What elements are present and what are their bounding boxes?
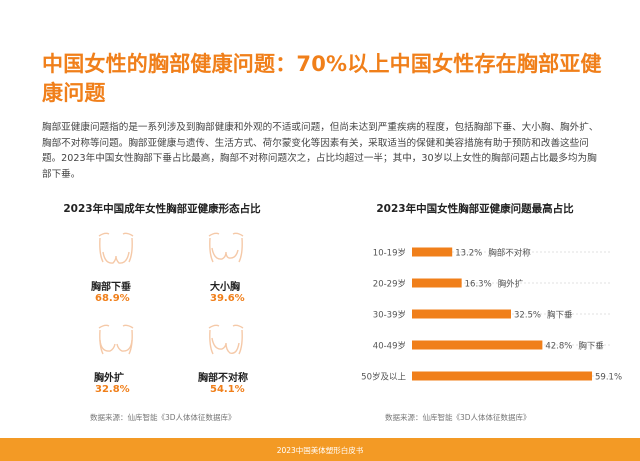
bar — [412, 278, 462, 288]
shape-name-wide-set: 胸外扩 — [94, 373, 124, 384]
category-label: 40-49岁 — [373, 341, 406, 352]
shape-name-asymmetric: 胸部不对称 — [198, 373, 248, 384]
left-section-title: 2023年中国成年女性胸部亚健康形态占比 — [63, 203, 261, 215]
value-label: 59.1% — [595, 373, 622, 383]
shape-pct-wide-set: 32.8% — [95, 384, 130, 395]
shape-name-sagging: 胸部下垂 — [91, 282, 131, 293]
value-label: 32.5% — [514, 311, 541, 321]
bar — [412, 371, 593, 381]
issue-label: 胸下垂 — [578, 341, 604, 352]
intro-paragraph: 胸部亚健康问题指的是一系列涉及到胸部健康和外观的不适或问题，但尚未达到严重疾病的… — [42, 122, 599, 180]
right-section-title: 2023年中国女性胸部亚健康问题最高占比 — [376, 203, 574, 215]
right-data-source: 数据来源：仙库智能《3D人体体征数据库》 — [385, 413, 531, 422]
issue-label: 胸下垂 — [547, 310, 573, 321]
page-title: 中国女性的胸部健康问题：70%以上中国女性存在胸部亚健康问题 — [42, 52, 602, 105]
category-label: 30-39岁 — [373, 310, 406, 321]
age-group-bar-chart: 10-19岁 13.2% 胸部不对称 20-29岁 16.3% 胸外扩 30-39岁 32.5… — [361, 247, 622, 383]
shape-pct-uneven: 39.6% — [210, 293, 245, 304]
footer-text: 2023中国美体塑形白皮书 — [276, 446, 364, 455]
asymmetric-chest-icon — [208, 324, 244, 355]
shape-pct-asymmetric: 54.1% — [210, 384, 245, 395]
category-label: 20-29岁 — [373, 279, 406, 290]
value-label: 13.2% — [455, 249, 482, 259]
bar — [412, 247, 453, 257]
issue-label: 胸外扩 — [498, 279, 524, 290]
value-label: 16.3% — [465, 280, 492, 290]
shape-pct-sagging: 68.9% — [95, 293, 130, 304]
issue-label: 胸部不对称 — [488, 248, 531, 259]
wide-set-chest-icon — [98, 324, 134, 355]
value-label: 42.8% — [545, 342, 572, 352]
sagging-chest-icon — [98, 232, 134, 264]
category-label: 10-19岁 — [373, 248, 406, 259]
category-label: 50岁及以上 — [361, 372, 406, 383]
footer-bar — [0, 438, 640, 461]
bar — [412, 309, 511, 319]
shape-name-uneven: 大小胸 — [210, 282, 240, 293]
bar — [412, 340, 543, 350]
uneven-size-chest-icon — [208, 232, 244, 263]
left-data-source: 数据来源：仙库智能《3D人体体征数据库》 — [90, 413, 236, 422]
